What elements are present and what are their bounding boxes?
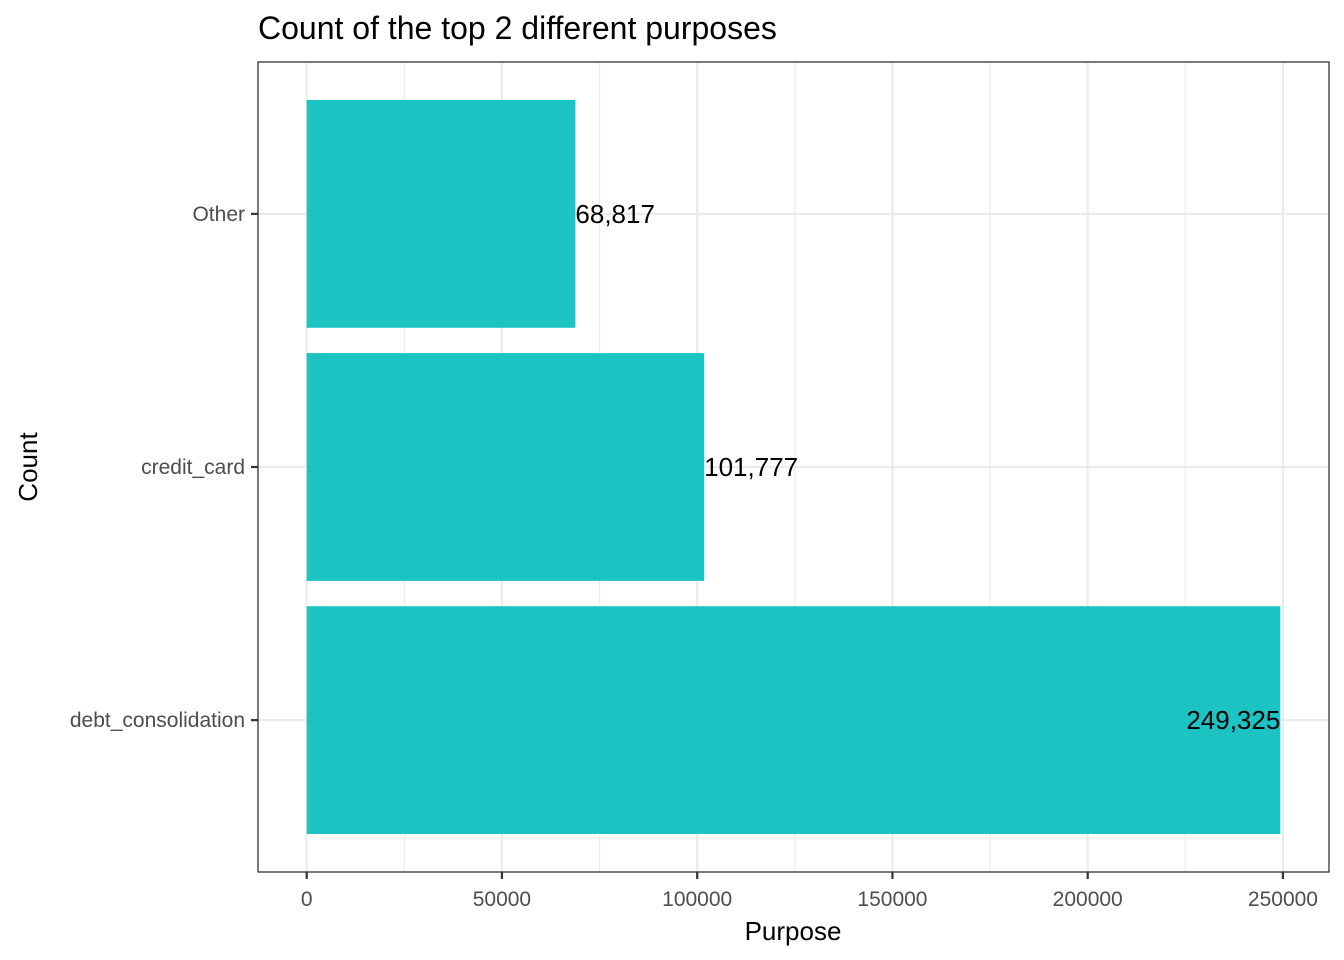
data-labels: 249,325 101,777 68,817	[575, 199, 1280, 735]
data-label: 68,817	[575, 199, 655, 229]
bar-Other	[306, 99, 576, 328]
x-tick-label: 0	[301, 888, 313, 911]
x-tick-label: 150000	[857, 888, 927, 911]
x-axis-title: Purpose	[745, 916, 842, 946]
y-tick-label: credit_card	[141, 456, 245, 479]
data-label: 249,325	[1186, 705, 1280, 735]
y-tick-label: Other	[192, 203, 245, 226]
chart-title: Count of the top 2 different purposes	[258, 10, 777, 46]
x-tick-label: 250000	[1248, 888, 1318, 911]
data-label: 101,777	[704, 452, 798, 482]
x-tick-label: 100000	[662, 888, 732, 911]
x-tick-label: 200000	[1053, 888, 1123, 911]
bar-debt_consolidation	[306, 606, 1281, 835]
y-tick-label: debt_consolidation	[70, 709, 245, 732]
y-axis-title: Count	[13, 432, 43, 502]
x-axis: 0 50000 100000 150000 200000 250000	[301, 872, 1318, 911]
x-tick-label: 50000	[473, 888, 531, 911]
bars	[306, 99, 1281, 835]
bar-credit_card	[306, 353, 705, 581]
y-axis: debt_consolidation credit_card Other	[70, 203, 258, 732]
